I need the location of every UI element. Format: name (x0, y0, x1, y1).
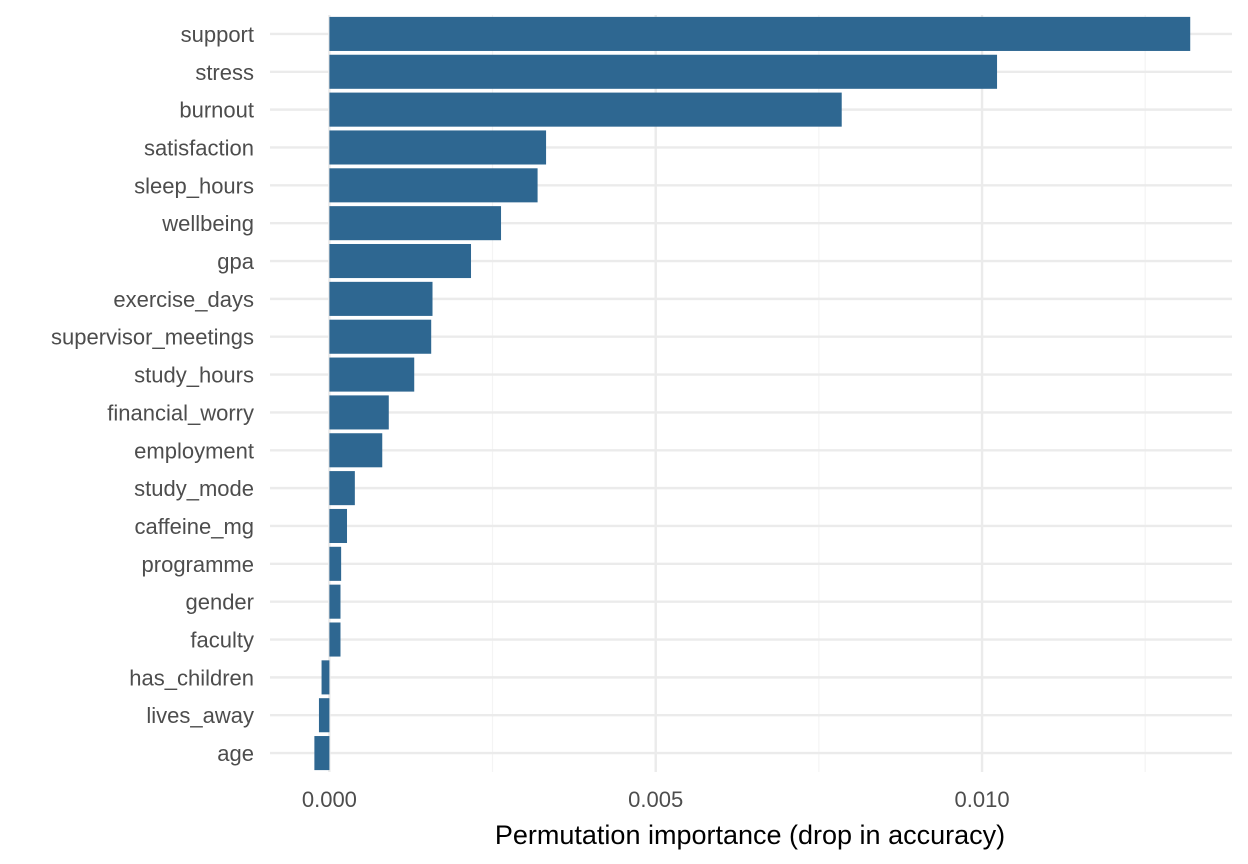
bar-wellbeing (329, 206, 502, 241)
y-tick-label: faculty (190, 628, 254, 653)
y-tick-label: financial_worry (107, 400, 254, 425)
bar-employment (329, 433, 383, 468)
y-tick-label: sleep_hours (134, 173, 254, 198)
y-tick-label: supervisor_meetings (51, 325, 254, 350)
y-tick-label: burnout (179, 98, 254, 123)
bar-age (314, 736, 330, 771)
y-tick-label: satisfaction (144, 135, 254, 160)
bars (314, 16, 1191, 771)
y-tick-label: gpa (217, 249, 254, 274)
bar-supervisor-meetings (329, 319, 432, 354)
bar-caffeine-mg (329, 508, 348, 544)
y-tick-label: age (217, 741, 254, 766)
y-tick-label: gender (185, 590, 254, 615)
y-tick-label: study_hours (134, 363, 254, 388)
bar-stress (329, 54, 998, 89)
bar-has-children (321, 660, 330, 695)
bar-gender (329, 584, 341, 619)
y-tick-label: wellbeing (161, 211, 254, 236)
bar-support (329, 16, 1191, 51)
grid-lines (270, 15, 1232, 772)
bar-financial-worry (329, 395, 389, 430)
y-tick-label: exercise_days (113, 287, 254, 312)
y-tick-label: lives_away (146, 703, 254, 728)
y-tick-label: study_mode (134, 476, 254, 501)
bar-sleep-hours (329, 168, 538, 203)
bar-exercise-days (329, 281, 433, 316)
x-axis-title: Permutation importance (drop in accuracy… (495, 820, 1005, 850)
x-tick-label: 0.005 (628, 787, 683, 812)
bar-burnout (329, 92, 842, 127)
y-tick-label: programme (142, 552, 254, 577)
bar-study-mode (329, 471, 355, 506)
y-tick-label: caffeine_mg (135, 514, 254, 539)
y-tick-labels: support stress burnout satisfaction sleep_ho… (51, 22, 255, 766)
bar-faculty (329, 622, 341, 657)
bar-programme (329, 546, 342, 581)
y-tick-label: support (181, 22, 254, 47)
x-tick-label: 0.000 (302, 787, 357, 812)
x-tick-label: 0.010 (955, 787, 1010, 812)
bar-lives-away (318, 698, 330, 733)
bar-study-hours (329, 357, 415, 392)
bar-satisfaction (329, 130, 547, 165)
y-tick-label: employment (134, 438, 254, 463)
y-tick-label: has_children (129, 665, 254, 690)
x-tick-labels: 0.000 0.005 0.010 (302, 787, 1010, 812)
bar-gpa (329, 243, 472, 279)
y-tick-label: stress (195, 60, 254, 85)
